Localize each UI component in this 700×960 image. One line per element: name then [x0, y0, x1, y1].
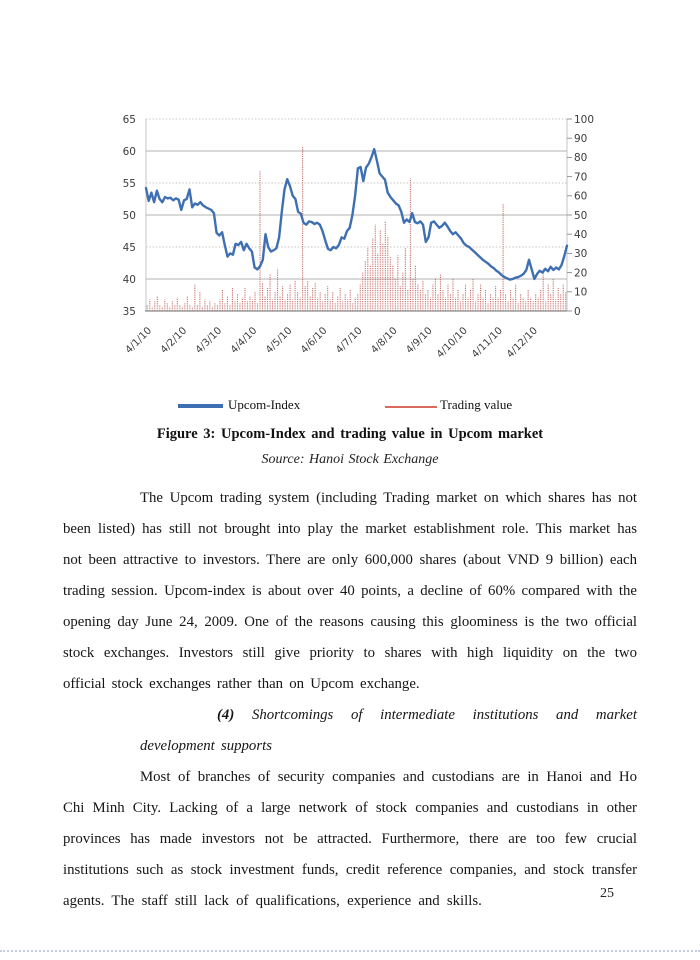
svg-text:35: 35 [123, 306, 136, 318]
svg-text:4/6/10: 4/6/10 [299, 325, 330, 356]
svg-text:55: 55 [123, 178, 136, 190]
svg-text:4/10/10: 4/10/10 [435, 325, 470, 360]
svg-text:65: 65 [123, 114, 136, 126]
heading-number: (4) [217, 707, 235, 723]
svg-text:30: 30 [574, 248, 587, 260]
svg-text:0: 0 [574, 306, 581, 318]
svg-text:4/5/10: 4/5/10 [264, 325, 295, 356]
legend-label-trading-value: Trading value [440, 397, 513, 412]
svg-text:4/1/10: 4/1/10 [124, 325, 155, 356]
svg-text:4/4/10: 4/4/10 [229, 325, 260, 356]
legend-label-upcom-index: Upcom-Index [228, 397, 301, 412]
legend-swatch-upcom-index [178, 404, 223, 408]
svg-text:60: 60 [574, 191, 587, 203]
figure-caption: Figure 3: Upcom-Index and trading value … [156, 426, 544, 442]
svg-text:4/2/10: 4/2/10 [159, 325, 190, 356]
heading-title: Shortcomings of intermediate institution… [140, 707, 637, 754]
svg-text:40: 40 [574, 229, 587, 241]
svg-text:70: 70 [574, 171, 587, 183]
svg-text:4/9/10: 4/9/10 [404, 325, 435, 356]
svg-text:4/11/10: 4/11/10 [470, 325, 505, 360]
page-number: 25 [600, 886, 614, 901]
legend-swatch-trading-value [385, 406, 437, 408]
heading-shortcomings: (4) Shortcomings of intermediate institu… [63, 700, 637, 762]
svg-text:50: 50 [123, 210, 136, 222]
svg-text:40: 40 [123, 274, 136, 286]
svg-text:4/7/10: 4/7/10 [334, 325, 365, 356]
upcom-index-trading-value-chart: 6560555045403510090807060504030201004/1/… [123, 114, 594, 361]
svg-text:100: 100 [574, 114, 594, 126]
svg-text:4/3/10: 4/3/10 [194, 325, 225, 356]
svg-text:80: 80 [574, 152, 587, 164]
page-break-divider [0, 950, 700, 952]
body-text: The Upcom trading system (including Trad… [63, 483, 637, 917]
svg-text:10: 10 [574, 287, 587, 299]
svg-text:60: 60 [123, 146, 136, 158]
paragraph-upcom-trading-system: The Upcom trading system (including Trad… [63, 490, 637, 692]
figure-source: Source: Hanoi Stock Exchange [261, 452, 439, 467]
svg-text:90: 90 [574, 133, 587, 145]
svg-text:45: 45 [123, 242, 136, 254]
svg-text:4/12/10: 4/12/10 [505, 325, 540, 360]
svg-text:50: 50 [574, 210, 587, 222]
svg-text:20: 20 [574, 267, 587, 279]
svg-text:4/8/10: 4/8/10 [369, 325, 400, 356]
paragraph-branches-custodians: Most of branches of security companies a… [63, 769, 637, 909]
